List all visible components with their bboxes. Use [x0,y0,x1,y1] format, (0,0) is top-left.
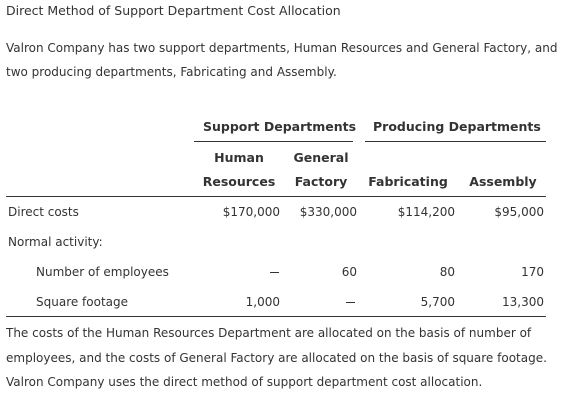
col-header-hr-line1: Human [214,150,264,165]
direct-costs-assembly: $95,000 [494,205,544,219]
support-departments-header: Support Departments [203,119,357,134]
square-footage-gf-dash [346,302,355,303]
footer-paragraph: The costs of the Human Resources Departm… [6,326,547,389]
producing-header-rule [365,141,546,142]
producing-departments-header: Producing Departments [373,119,541,134]
employees-hr-dash [270,272,279,273]
support-header-rule [194,141,353,142]
direct-costs-hr: $170,000 [222,205,280,219]
row-label-square-footage: Square footage [36,295,129,309]
square-footage-hr: 1,000 [245,295,280,309]
direct-costs-fabricating: $114,200 [397,205,455,219]
employees-fabricating: 80 [439,265,455,279]
table-header-rule [6,196,546,197]
row-label-normal-activity: Normal activity: [8,235,103,249]
row-label-direct-costs: Direct costs [8,205,79,219]
col-header-gf-line2: Factory [294,174,348,189]
direct-costs-gf: $330,000 [299,205,357,219]
employees-gf: 60 [341,265,357,279]
row-label-number-of-employees: Number of employees [36,265,169,279]
col-header-gf-line1: General [293,150,349,165]
col-header-assembly: Assembly [469,174,537,189]
col-header-fabricating: Fabricating [368,174,448,189]
intro-paragraph: Valron Company has two support departmen… [6,41,558,79]
square-footage-fabricating: 5,700 [420,295,455,309]
table-bottom-rule [6,316,546,317]
page-title: Direct Method of Support Department Cost… [6,3,341,18]
employees-assembly: 170 [521,265,544,279]
col-header-hr-line2: Resources [202,174,276,189]
square-footage-assembly: 13,300 [502,295,544,309]
